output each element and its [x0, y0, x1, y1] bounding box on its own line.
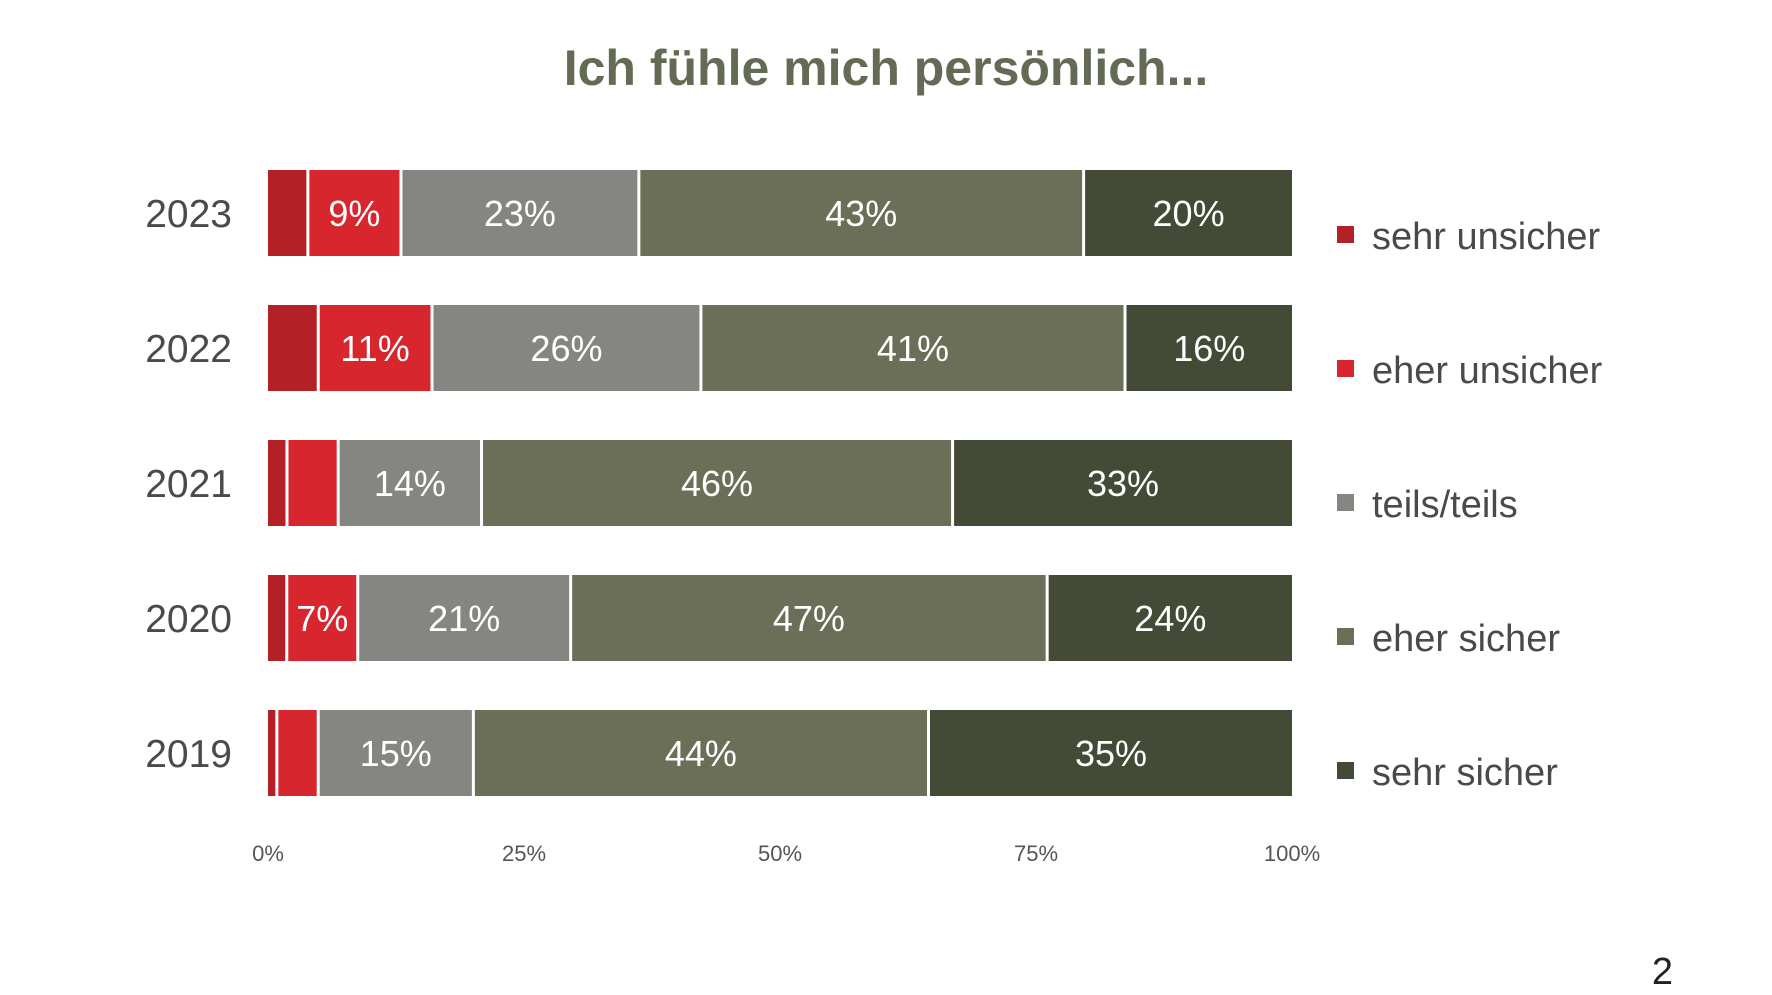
- x-tick-label: 100%: [1264, 841, 1320, 866]
- data-label: 47%: [773, 598, 845, 639]
- data-label: 44%: [665, 733, 737, 774]
- legend-item-sehr-unsicher: sehr unsicher: [1337, 216, 1600, 258]
- x-tick-label: 75%: [1014, 841, 1058, 866]
- bar-segment-teils-teils: [402, 170, 638, 256]
- category-label: 2023: [145, 193, 232, 236]
- data-label: 46%: [681, 463, 753, 504]
- legend-swatch: [1337, 762, 1354, 779]
- data-label: 33%: [1087, 463, 1159, 504]
- category-label: 2021: [145, 463, 232, 506]
- legend-label: eher unsicher: [1372, 350, 1603, 392]
- bar-segment-sehr-unsicher: [268, 575, 286, 661]
- data-label: 7%: [296, 598, 348, 639]
- bar-segment-teils-teils: [433, 305, 700, 391]
- legend-item-eher-unsicher: eher unsicher: [1337, 350, 1603, 392]
- legend-item-eher-sicher: eher sicher: [1337, 618, 1560, 660]
- bar-row-2021: 2021 14% 46% 33%: [145, 440, 1292, 526]
- data-label: 15%: [360, 733, 432, 774]
- category-label: 2020: [145, 598, 232, 641]
- bar-segment-sehr-unsicher: [268, 305, 317, 391]
- legend-item-teils-teils: teils/teils: [1337, 484, 1518, 526]
- bar-segment-eher-unsicher: [309, 170, 400, 256]
- category-label: 2022: [145, 328, 232, 371]
- data-label: 41%: [877, 328, 949, 369]
- bar-row-2022: 2022 11% 26% 41% 16%: [145, 305, 1292, 391]
- bar-segment-sehr-sicher: [1048, 575, 1292, 661]
- legend-swatch: [1337, 226, 1354, 243]
- legend: sehr unsicher eher unsicher teils/teils ehe…: [1337, 216, 1603, 794]
- bar-segment-eher-unsicher: [319, 305, 431, 391]
- legend-label: teils/teils: [1372, 484, 1518, 526]
- x-tick-label: 50%: [758, 841, 802, 866]
- page-number: 2: [1652, 951, 1673, 993]
- x-tick-label: 0%: [252, 841, 284, 866]
- bar-segment-teils-teils: [339, 440, 481, 526]
- data-label: 9%: [328, 193, 380, 234]
- legend-swatch: [1337, 628, 1354, 645]
- bar-segment-eher-sicher: [572, 575, 1046, 661]
- bar-segment-eher-sicher: [702, 305, 1124, 391]
- bar-segment-eher-sicher: [640, 170, 1083, 256]
- bar-segment-teils-teils: [359, 575, 570, 661]
- bar-segment-sehr-sicher: [1126, 305, 1292, 391]
- legend-swatch: [1337, 494, 1354, 511]
- bar-rows: 2023 9% 23% 43% 20% 2022 11% 26% 41% 16% 2021 14% 46…: [145, 170, 1292, 796]
- legend-item-sehr-sicher: sehr sicher: [1337, 752, 1558, 794]
- bar-row-2020: 2020 7% 21% 47% 24%: [145, 575, 1292, 661]
- category-label: 2019: [145, 733, 232, 776]
- chart-title: Ich fühle mich persönlich...: [564, 40, 1209, 96]
- data-label: 43%: [825, 193, 897, 234]
- bar-row-2019: 2019 15% 44% 35%: [145, 710, 1292, 796]
- bar-segment-sehr-unsicher: [268, 170, 307, 256]
- data-label: 21%: [428, 598, 500, 639]
- bar-segment-sehr-unsicher: [268, 440, 286, 526]
- data-label: 24%: [1134, 598, 1206, 639]
- data-label: 20%: [1153, 193, 1225, 234]
- bar-segment-teils-teils: [319, 710, 472, 796]
- data-label: 35%: [1075, 733, 1147, 774]
- data-label: 23%: [484, 193, 556, 234]
- data-label: 16%: [1173, 328, 1245, 369]
- legend-swatch: [1337, 360, 1354, 377]
- bar-segment-sehr-unsicher: [268, 710, 276, 796]
- bar-segment-eher-sicher: [483, 440, 952, 526]
- x-axis-ticks: 0% 25% 50% 75% 100%: [252, 841, 1320, 866]
- bar-segment-eher-unsicher: [288, 440, 337, 526]
- data-label: 11%: [340, 328, 409, 369]
- legend-label: sehr sicher: [1372, 752, 1558, 794]
- bar-row-2023: 2023 9% 23% 43% 20%: [145, 170, 1292, 256]
- data-label: 26%: [530, 328, 602, 369]
- legend-label: sehr unsicher: [1372, 216, 1600, 258]
- bar-segment-eher-unsicher: [288, 575, 357, 661]
- legend-label: eher sicher: [1372, 618, 1560, 660]
- bar-segment-eher-unsicher: [278, 710, 317, 796]
- bar-segment-sehr-sicher: [929, 710, 1292, 796]
- x-tick-label: 25%: [502, 841, 546, 866]
- bar-segment-sehr-sicher: [1085, 170, 1292, 256]
- data-label: 14%: [374, 463, 446, 504]
- bar-segment-eher-sicher: [474, 710, 927, 796]
- bar-segment-sehr-sicher: [954, 440, 1292, 526]
